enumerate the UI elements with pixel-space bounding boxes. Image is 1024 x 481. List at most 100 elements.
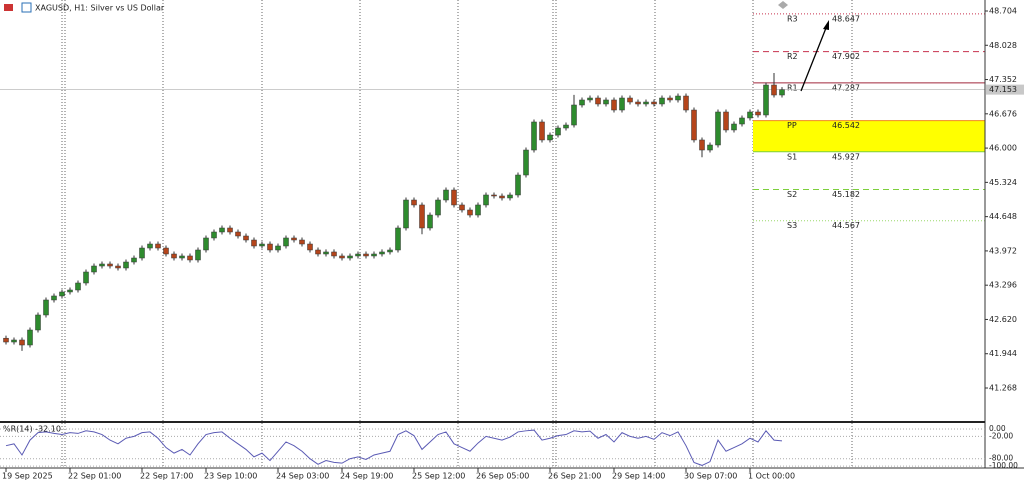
candle-body	[707, 144, 713, 151]
candle-body	[235, 231, 241, 237]
candle-body	[347, 255, 353, 259]
y-tick-label: 43.296	[989, 281, 1017, 290]
candle-body	[755, 111, 761, 116]
symbol-icon[interactable]	[21, 2, 32, 13]
candle-body	[219, 227, 225, 233]
candle-body	[627, 97, 633, 103]
candle-body	[619, 97, 625, 111]
candle-body	[251, 239, 257, 247]
candle-body	[51, 295, 57, 301]
candle-body	[483, 194, 489, 206]
candle-body	[307, 243, 313, 251]
y-tick-label: 42.620	[989, 315, 1017, 324]
candle-body	[259, 243, 265, 247]
candle-body	[771, 84, 777, 96]
candle-body	[427, 214, 433, 229]
candle-body	[363, 253, 369, 257]
y-tick-label: 46.000	[989, 144, 1017, 153]
candle-body	[419, 204, 425, 229]
x-tick-label: 22 Sep 01:00	[68, 472, 121, 481]
candle-body	[523, 149, 529, 176]
candle-body	[435, 199, 441, 216]
candle-body	[667, 97, 673, 101]
pivot-value: 48.647	[832, 14, 860, 23]
candle-body	[227, 227, 233, 233]
y-tick-label: 43.972	[989, 246, 1017, 255]
osc-tick-label: -80.00	[989, 454, 1013, 463]
candle-body	[323, 251, 329, 255]
candle-body	[547, 134, 553, 141]
candle-body	[35, 314, 41, 331]
candle-body	[27, 329, 33, 346]
x-tick-label: 30 Sep 07:00	[684, 472, 737, 481]
candle-body	[179, 255, 185, 259]
candle-body	[507, 194, 513, 199]
candle-body	[123, 261, 129, 269]
candle-body	[155, 243, 161, 249]
candle-body	[475, 204, 481, 216]
candle-body	[283, 237, 289, 247]
candle-body	[715, 111, 721, 146]
candle-body	[443, 189, 449, 201]
x-tick-label: 24 Sep 03:00	[276, 472, 329, 481]
candle-body	[515, 174, 521, 196]
candle-body	[539, 121, 545, 141]
oscillator-line	[5, 429, 783, 466]
candle-body	[731, 123, 737, 131]
candle-body	[555, 127, 561, 136]
x-tick-label: 1 Oct 00:00	[748, 472, 795, 481]
pivot-zone	[753, 120, 985, 152]
candle-body	[275, 245, 281, 251]
y-tick-label: 47.352	[989, 75, 1017, 84]
candle-body	[531, 121, 537, 151]
chart-title: XAGUSD, H1: Silver vs US Dollar	[35, 4, 165, 13]
candle-body	[659, 97, 665, 105]
oscillator-title: %R(14) -32.10	[3, 425, 61, 434]
candle-body	[19, 339, 25, 346]
candle-body	[299, 239, 305, 245]
candle-body	[211, 231, 217, 239]
pivot-value: 44.567	[832, 221, 860, 230]
candle-body	[643, 101, 649, 105]
menu-icon[interactable]	[4, 4, 13, 11]
marker	[778, 1, 788, 9]
period-separators	[61, 0, 853, 468]
candle-body	[43, 299, 49, 316]
current-price-label: 47.153	[989, 85, 1017, 94]
candle-body	[371, 253, 377, 257]
pivot-name: S3	[787, 221, 797, 230]
candle-body	[595, 97, 601, 105]
candle-body	[59, 291, 65, 297]
x-tick-label: 26 Sep 05:00	[476, 472, 529, 481]
candle-body	[395, 227, 401, 251]
candle-body	[11, 339, 17, 343]
osc-tick-label: -20.00	[989, 431, 1013, 440]
candle-body	[107, 263, 113, 267]
candle-body	[635, 101, 641, 105]
x-tick-label: 23 Sep 10:00	[204, 472, 257, 481]
x-tick-label: 25 Sep 12:00	[412, 472, 465, 481]
candle-body	[267, 243, 273, 251]
candle-body	[171, 253, 177, 259]
x-tick-label: 29 Sep 14:00	[612, 472, 665, 481]
y-tick-label: 45.324	[989, 178, 1017, 187]
candle-body	[739, 117, 745, 125]
y-tick-label: 48.028	[989, 41, 1017, 50]
pivot-name: S2	[787, 190, 797, 199]
pivot-name: PP	[787, 121, 797, 130]
candle-body	[195, 249, 201, 261]
x-tick-label: 22 Sep 17:00	[140, 472, 193, 481]
osc-tick-label: 0.00	[989, 424, 1006, 433]
candle-body	[379, 251, 385, 255]
pivot-name: R2	[787, 52, 798, 61]
pivot-value: 45.182	[832, 190, 860, 199]
pivot-value: 46.542	[832, 121, 860, 130]
candle-body	[651, 101, 657, 105]
y-tick-label: 46.676	[989, 109, 1017, 118]
candle-body	[579, 99, 585, 106]
pivot-name: R1	[787, 83, 798, 92]
candle-body	[451, 189, 457, 206]
candle-body	[411, 199, 417, 206]
x-tick-label: 19 Sep 2025	[2, 472, 53, 481]
